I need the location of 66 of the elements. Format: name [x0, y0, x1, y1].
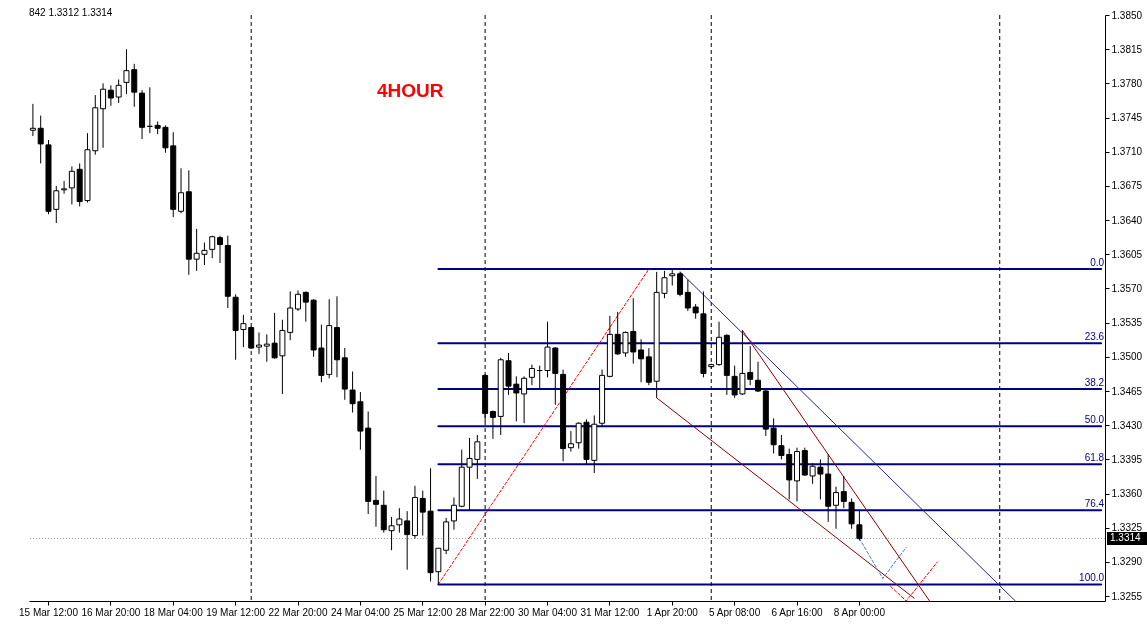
candlestick — [295, 289, 301, 312]
y-tick-label: 1.3640 — [1111, 214, 1143, 226]
x-tick-label: 31 Mar 12:00 — [580, 606, 640, 618]
series-label: 23.6 — [1084, 331, 1105, 343]
y-tick-label: 1.3675 — [1111, 180, 1143, 192]
x-tick-label: 30 Mar 04:00 — [518, 606, 578, 618]
y-tick-label: 1.3465 — [1111, 385, 1143, 397]
candlestick — [100, 82, 107, 149]
x-tick-label: 1 Apr 20:00 — [646, 606, 699, 618]
x-tick-label: 24 Mar 04:00 — [330, 606, 391, 618]
y-tick-label: 1.3430 — [1111, 419, 1143, 431]
y-tick-label: 1.3535 — [1111, 317, 1143, 329]
candlestick — [833, 486, 839, 530]
series-label: 0.0 — [1090, 256, 1105, 268]
candlestick — [372, 475, 379, 528]
series-label: 61.8 — [1084, 452, 1105, 464]
annotation: 842 1.3312 1.3314 — [29, 7, 113, 18]
series-label: 50.0 — [1084, 414, 1105, 426]
y-tick-label: 1.3325 — [1111, 522, 1143, 534]
candlestick — [677, 271, 684, 297]
candlestick — [489, 410, 496, 440]
y-tick-label: 1.3710 — [1111, 146, 1143, 158]
ref-line-label: 1.3314 — [1110, 532, 1142, 544]
x-tick-label: 5 Apr 08:00 — [709, 606, 761, 618]
candlestick — [848, 497, 855, 530]
x-tick-label: 15 Mar 12:00 — [19, 606, 79, 618]
candlestick — [567, 430, 574, 453]
x-tick-label: 6 Apr 16:00 — [771, 606, 824, 618]
candlestick — [68, 165, 75, 205]
candlestick — [107, 84, 114, 107]
candlestick — [115, 78, 122, 104]
y-tick-label: 1.3255 — [1111, 590, 1143, 602]
candlestick — [61, 180, 68, 195]
annotation: 4HOUR — [377, 80, 444, 101]
series-label: 76.4 — [1084, 498, 1105, 510]
x-tick-label: 16 Mar 20:00 — [81, 606, 141, 618]
candlestick — [256, 331, 263, 355]
y-tick-label: 1.3605 — [1111, 248, 1143, 260]
candlestick — [840, 475, 847, 509]
candlestick — [856, 510, 863, 541]
x-tick-label: 18 Mar 04:00 — [143, 606, 204, 618]
candlestick — [29, 103, 36, 137]
x-tick-label: 8 Apr 00:00 — [833, 606, 886, 618]
candlestick — [521, 375, 528, 424]
y-tick-label: 1.3570 — [1111, 282, 1143, 294]
series-label: 100.0 — [1079, 572, 1105, 584]
y-tick-label: 1.3850 — [1111, 9, 1143, 21]
y-tick-label: 1.3815 — [1111, 43, 1143, 55]
x-tick-label: 22 Mar 20:00 — [268, 606, 328, 618]
candlestick — [638, 338, 645, 383]
candlestick — [528, 364, 535, 386]
x-tick-label: 25 Mar 12:00 — [393, 606, 453, 618]
y-tick-label: 1.3780 — [1111, 77, 1143, 89]
candlestick — [755, 361, 762, 393]
candlestick — [178, 167, 185, 214]
y-tick-label: 1.3745 — [1111, 112, 1143, 124]
x-tick-label: 28 Mar 22:00 — [455, 606, 516, 618]
y-tick-label: 1.3290 — [1111, 556, 1143, 568]
candlestick — [684, 279, 691, 312]
x-tick-label: 19 Mar 12:00 — [206, 606, 266, 618]
series-label: 38.2 — [1084, 377, 1105, 389]
candlestick — [450, 496, 457, 531]
y-tick-label: 1.3500 — [1111, 351, 1143, 363]
y-tick-label: 1.3360 — [1111, 488, 1143, 500]
y-tick-label: 1.3395 — [1111, 453, 1143, 465]
candlestick — [217, 235, 224, 264]
